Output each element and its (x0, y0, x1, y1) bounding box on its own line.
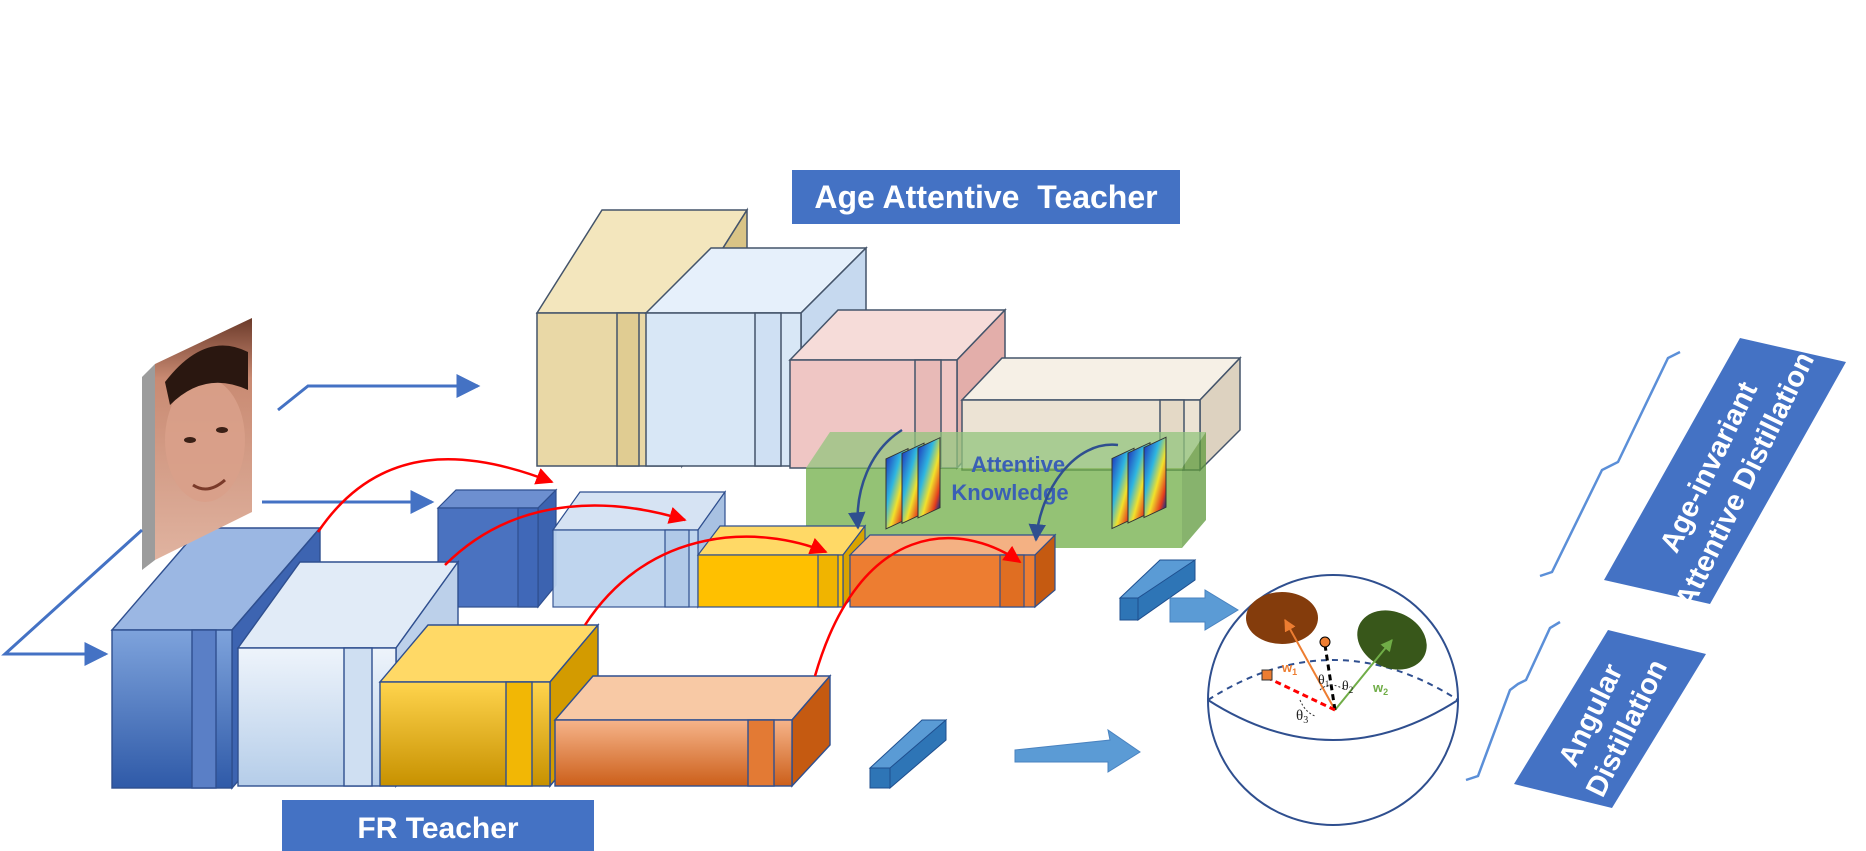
svg-text:w1: w1 (1281, 660, 1297, 677)
student-blocks (436, 488, 1057, 609)
age-teacher-blocks (535, 207, 1242, 472)
attention-heatmap-right (1111, 436, 1167, 530)
distillation-arrows (316, 458, 1022, 677)
attentive-knowledge-label-1: Attentive (971, 452, 1065, 477)
attention-module: Attentive Knowledge (806, 432, 1206, 548)
svg-text:θ1: θ1 (1318, 673, 1329, 689)
svg-text:w2: w2 (1372, 680, 1388, 697)
class-center-brown (1246, 592, 1318, 644)
attention-heatmap-left (885, 436, 941, 530)
feature-vectors (868, 559, 1197, 790)
attention-arrows (848, 428, 1119, 542)
face-photo-icon (142, 318, 252, 570)
svg-text:θ3: θ3 (1296, 708, 1308, 726)
age-teacher-label: Age Attentive Teacher (792, 170, 1180, 224)
fr-teacher-blocks (110, 526, 832, 790)
angular-distillation-label: Angular Distillation (1514, 630, 1706, 808)
input-arrows (1, 374, 481, 666)
block-arrows (1014, 589, 1239, 773)
brackets (1465, 350, 1681, 782)
age-invariant-label: Age-invariant Attentive Distillation (1604, 338, 1846, 613)
hypersphere: w1 w2 θ1 θ2 θ3 (1207, 574, 1459, 826)
fr-teacher-label: FR Teacher (282, 800, 594, 851)
svg-text:FR Teacher: FR Teacher (357, 812, 518, 845)
attentive-knowledge-label-2: Knowledge (951, 480, 1068, 505)
svg-text:Age Attentive Teacher: Age Attentive Teacher (814, 179, 1157, 215)
svg-text:θ2: θ2 (1342, 679, 1353, 695)
